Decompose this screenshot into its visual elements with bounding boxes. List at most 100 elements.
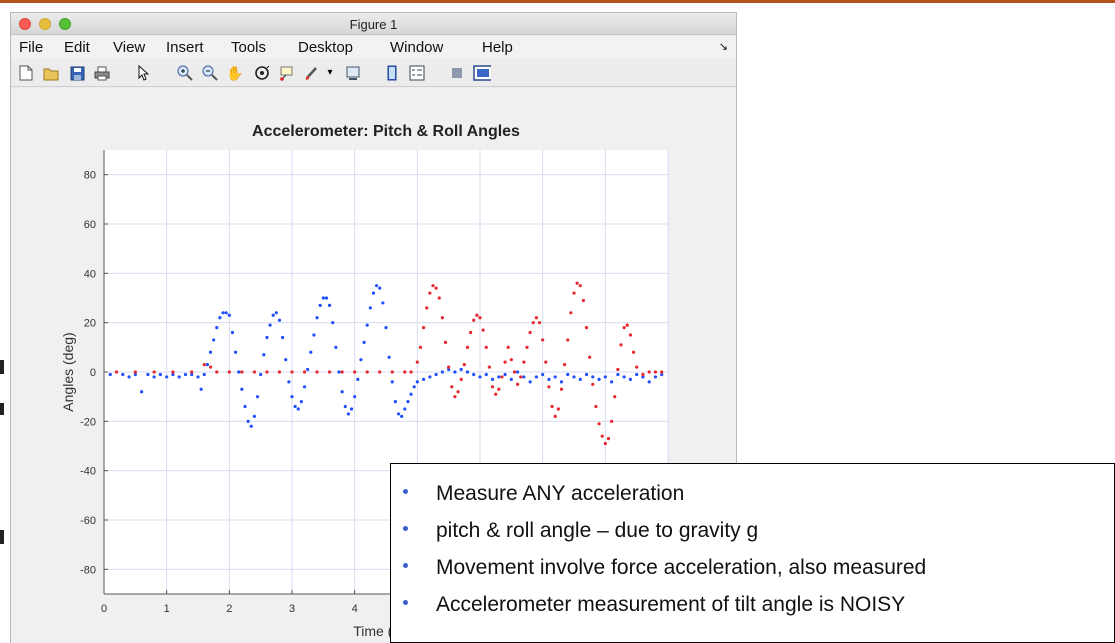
zoom-out-icon[interactable] — [201, 64, 219, 82]
maximize-window-button[interactable] — [59, 18, 71, 30]
rotate-3d-icon[interactable] — [253, 64, 271, 82]
data-point — [152, 370, 156, 374]
data-point — [171, 370, 175, 374]
zoom-in-icon[interactable] — [176, 64, 194, 82]
data-point — [556, 407, 560, 411]
data-point — [578, 284, 582, 288]
close-window-button[interactable] — [19, 18, 31, 30]
brush-icon[interactable] — [303, 64, 321, 82]
pointer-icon[interactable] — [134, 64, 152, 82]
callout-bullet: Accelerometer measurement of tilt angle … — [403, 591, 926, 628]
data-point — [337, 370, 341, 374]
data-point — [447, 365, 451, 369]
data-point — [353, 370, 357, 374]
data-point — [403, 407, 407, 411]
data-point — [259, 372, 263, 377]
minimize-window-button[interactable] — [39, 18, 51, 30]
legend-icon[interactable] — [408, 64, 426, 82]
data-point — [475, 313, 479, 317]
title-bar[interactable]: Figure 1 — [11, 13, 736, 35]
data-point — [434, 372, 438, 377]
data-point — [547, 377, 551, 381]
data-point — [597, 377, 601, 381]
data-point — [550, 404, 554, 409]
data-point — [537, 321, 542, 325]
data-point — [384, 326, 388, 330]
data-point — [340, 370, 344, 374]
slide-top-rule — [0, 0, 1115, 3]
data-point — [647, 380, 651, 384]
data-point — [566, 372, 570, 377]
data-point — [400, 414, 404, 418]
data-point — [378, 286, 382, 290]
data-point — [331, 321, 335, 325]
data-point — [265, 335, 269, 340]
data-point — [619, 343, 623, 347]
data-point — [616, 367, 620, 372]
pan-hand-icon[interactable]: ✋ — [226, 65, 244, 81]
undock-arrow-icon[interactable]: ↘ — [718, 41, 728, 53]
menu-view[interactable]: View — [113, 39, 146, 56]
data-point — [227, 370, 231, 374]
print-icon[interactable] — [93, 64, 111, 82]
link-plot-icon[interactable] — [344, 64, 362, 82]
save-icon[interactable] — [68, 64, 86, 82]
data-point — [469, 330, 473, 335]
data-point — [660, 370, 664, 374]
data-point — [221, 311, 225, 315]
menu-edit[interactable]: Edit — [64, 39, 90, 56]
dropdown-arrow-icon[interactable]: ▾ — [327, 67, 333, 78]
data-point — [597, 422, 601, 426]
x-tick-label: 0 — [101, 603, 107, 615]
data-point — [190, 370, 194, 374]
data-cursor-icon[interactable] — [278, 64, 296, 82]
show-plot-tools-icon[interactable] — [473, 64, 491, 82]
data-point — [422, 377, 426, 381]
new-figure-icon[interactable] — [17, 64, 35, 82]
y-tick-label: 20 — [84, 318, 96, 330]
data-point — [246, 419, 250, 423]
data-point — [478, 375, 482, 379]
data-point — [171, 372, 175, 377]
menu-file[interactable]: File — [19, 39, 44, 56]
data-point — [534, 316, 539, 320]
data-point — [494, 392, 498, 396]
data-point — [569, 311, 573, 315]
data-point — [422, 326, 426, 330]
data-point — [255, 395, 260, 399]
data-point — [478, 316, 482, 320]
menu-tools[interactable]: Tools — [231, 39, 267, 56]
data-point — [349, 407, 354, 411]
data-point — [356, 377, 360, 381]
data-point — [588, 355, 592, 359]
open-file-icon[interactable] — [43, 64, 61, 82]
data-point — [230, 330, 235, 335]
data-point — [296, 407, 300, 411]
data-point — [252, 370, 256, 374]
hide-plot-tools-icon[interactable] — [448, 64, 466, 82]
data-point — [534, 375, 539, 379]
data-point — [584, 372, 589, 377]
menu-window[interactable]: Window — [390, 39, 444, 56]
data-point — [647, 370, 651, 374]
data-point — [428, 291, 432, 295]
data-point — [490, 385, 495, 389]
chart-title: Accelerometer: Pitch & Roll Angles — [252, 123, 520, 140]
y-tick-label: 60 — [84, 219, 96, 231]
data-point — [616, 372, 620, 377]
data-point — [218, 316, 222, 320]
colorbar-icon[interactable] — [383, 64, 401, 82]
data-point — [544, 360, 548, 364]
data-point — [277, 370, 282, 374]
menu-help[interactable]: Help — [482, 39, 513, 56]
data-point — [506, 345, 510, 349]
menu-desktop[interactable]: Desktop — [298, 39, 354, 56]
data-point — [425, 306, 429, 310]
menu-insert[interactable]: Insert — [166, 39, 204, 56]
data-point — [202, 372, 206, 377]
data-point — [528, 330, 532, 335]
data-point — [447, 367, 451, 372]
data-point — [453, 395, 457, 399]
data-point — [252, 414, 256, 418]
y-tick-label: -40 — [80, 466, 96, 478]
